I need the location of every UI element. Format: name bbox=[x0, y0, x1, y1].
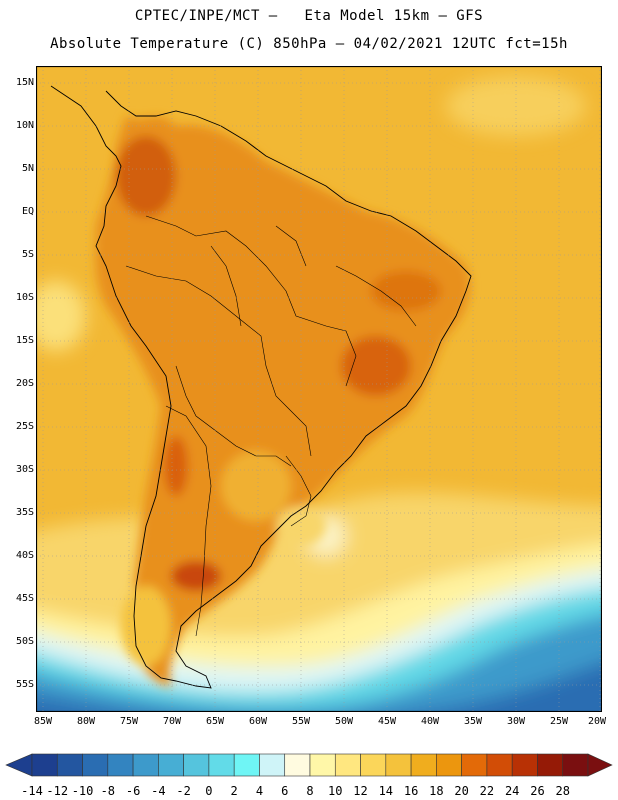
colorbar-max-arrow bbox=[587, 753, 613, 777]
colorbar-min-arrow bbox=[5, 753, 33, 777]
lat-label: 20S bbox=[15, 378, 34, 389]
lon-label: 20W bbox=[587, 716, 607, 727]
colorbar-swatch bbox=[56, 753, 83, 777]
colorbar-swatch bbox=[284, 753, 311, 777]
lat-label: 50S bbox=[15, 636, 34, 647]
colorbar-tick-label: 22 bbox=[479, 784, 495, 798]
colorbar-swatch bbox=[82, 753, 109, 777]
colorbar-tick-label: -2 bbox=[176, 784, 191, 798]
lat-label: 10N bbox=[15, 120, 34, 131]
colorbar-tick-label: 8 bbox=[306, 784, 314, 798]
colorbar-tick-label: 18 bbox=[429, 784, 444, 798]
colorbar-tick-label: 0 bbox=[205, 784, 213, 798]
colorbar-swatch bbox=[385, 753, 412, 777]
lon-label: 80W bbox=[76, 716, 96, 727]
colorbar-swatch bbox=[31, 753, 58, 777]
lat-label: 35S bbox=[15, 507, 34, 518]
lat-label: 55S bbox=[15, 679, 34, 690]
colorbar-tick-label: -14 bbox=[21, 784, 43, 798]
colorbar-swatch bbox=[259, 753, 286, 777]
lat-label: EQ bbox=[21, 206, 34, 217]
colorbar-swatch bbox=[107, 753, 134, 777]
colorbar-tick-label: 14 bbox=[378, 784, 394, 798]
colorbar-swatch bbox=[562, 753, 589, 777]
lon-label: 25W bbox=[549, 716, 569, 727]
lon-label: 50W bbox=[334, 716, 354, 727]
colorbar-swatch bbox=[233, 753, 260, 777]
colorbar-tick-label: 2 bbox=[230, 784, 238, 798]
lon-label: 40W bbox=[420, 716, 440, 727]
colorbar-swatch bbox=[208, 753, 235, 777]
colorbar-swatch bbox=[309, 753, 336, 777]
colorbar-swatch bbox=[132, 753, 159, 777]
lon-label: 60W bbox=[248, 716, 268, 727]
colorbar-swatch bbox=[461, 753, 488, 777]
colorbar-tick-label: -12 bbox=[46, 784, 69, 798]
colorbar-swatch bbox=[334, 753, 361, 777]
colorbar-tick-label: 10 bbox=[328, 784, 343, 798]
lon-label: 55W bbox=[291, 716, 311, 727]
colorbar-tick-label: 20 bbox=[454, 784, 469, 798]
colorbar-swatch bbox=[537, 753, 564, 777]
title-line-1: CPTEC/INPE/MCT – Eta Model 15km – GFS bbox=[134, 8, 484, 24]
lat-label: 45S bbox=[15, 593, 34, 604]
colorbar-tick-label: 16 bbox=[403, 784, 419, 798]
lon-label: 35W bbox=[463, 716, 483, 727]
colorbar bbox=[5, 753, 613, 777]
colorbar-swatch bbox=[183, 753, 210, 777]
colorbar-swatch bbox=[360, 753, 387, 777]
colorbar-tick-label: 24 bbox=[504, 784, 520, 798]
colorbar-swatch bbox=[158, 753, 184, 777]
lat-label: 5N bbox=[21, 163, 34, 174]
colorbar-tick-label: -8 bbox=[100, 784, 116, 798]
colorbar-tick-label: -10 bbox=[71, 784, 94, 798]
lon-label: 70W bbox=[162, 716, 182, 727]
lat-label: 15N bbox=[15, 77, 34, 88]
lon-label: 75W bbox=[119, 716, 139, 727]
lat-label: 25S bbox=[15, 421, 34, 432]
colorbar-swatch bbox=[486, 753, 513, 777]
temperature-map bbox=[36, 66, 602, 712]
lat-label: 30S bbox=[15, 464, 34, 475]
colorbar-tick-label: 12 bbox=[353, 784, 368, 798]
lat-label: 15S bbox=[15, 335, 34, 346]
lat-label: 5S bbox=[21, 249, 34, 260]
lon-label: 30W bbox=[506, 716, 526, 727]
colorbar-swatch bbox=[511, 753, 538, 777]
colorbar-tick-label: 6 bbox=[281, 784, 289, 798]
colorbar-tick-label: -4 bbox=[151, 784, 166, 798]
colorbar-swatch bbox=[410, 753, 437, 777]
title-line-2: Absolute Temperature (C) 850hPa – 04/02/… bbox=[50, 36, 568, 52]
colorbar-tick-label: 26 bbox=[530, 784, 545, 798]
colorbar-tick-label: 28 bbox=[555, 784, 570, 798]
lon-label: 45W bbox=[377, 716, 397, 727]
land-south-america bbox=[95, 116, 470, 686]
lon-label: 85W bbox=[33, 716, 53, 727]
colorbar-tick-label: 4 bbox=[255, 784, 264, 798]
lat-label: 10S bbox=[15, 292, 34, 303]
coastline bbox=[50, 85, 472, 689]
lon-label: 65W bbox=[205, 716, 225, 727]
colorbar-swatch bbox=[436, 753, 462, 777]
colorbar-tick-label: -6 bbox=[125, 784, 141, 798]
lat-label: 40S bbox=[15, 550, 34, 561]
